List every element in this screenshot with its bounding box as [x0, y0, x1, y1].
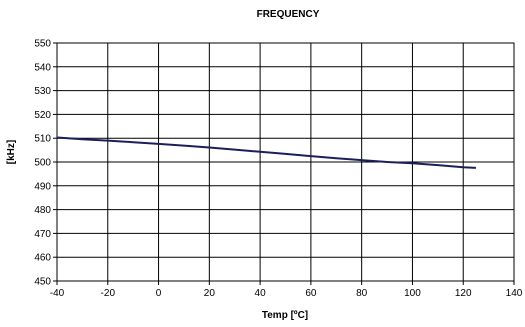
plot-frame	[56, 42, 515, 282]
y-tick-labels: 450 460 470 480 490 500 510 520 530 540 550	[34, 39, 51, 288]
y-tick-label: 500	[34, 158, 51, 169]
x-tick-label: 100	[404, 288, 421, 299]
y-tick-label: 520	[34, 110, 51, 121]
y-tick-label: 550	[34, 39, 51, 50]
series-layer	[56, 136, 476, 169]
grid	[53, 42, 515, 285]
y-tick-label: 510	[34, 134, 51, 145]
x-tick-labels: -40 -20 0 20 40 60 80 100 120 140	[50, 288, 523, 299]
x-tick-label: 140	[506, 288, 523, 299]
chart-title: FREQUENCY	[257, 9, 320, 20]
y-tick-label: 530	[34, 86, 51, 97]
y-tick-label: 460	[34, 253, 51, 264]
x-tick-label: 20	[204, 288, 216, 299]
series-line	[56, 136, 476, 169]
x-tick-label: 40	[255, 288, 267, 299]
y-tick-label: 480	[34, 205, 51, 216]
y-axis-title: [kHz]	[6, 140, 17, 164]
y-tick-label: 450	[34, 277, 51, 288]
y-tick-label: 540	[34, 62, 51, 73]
x-tick-label: -20	[101, 288, 116, 299]
x-axis-title: Temp [ºC]	[262, 310, 308, 321]
x-tick-label: 0	[156, 288, 162, 299]
x-tick-label: 120	[455, 288, 472, 299]
x-tick-label: 80	[356, 288, 368, 299]
x-tick-label: 60	[305, 288, 317, 299]
y-tick-label: 470	[34, 229, 51, 240]
x-tick-label: -40	[50, 288, 65, 299]
y-tick-label: 490	[34, 181, 51, 192]
